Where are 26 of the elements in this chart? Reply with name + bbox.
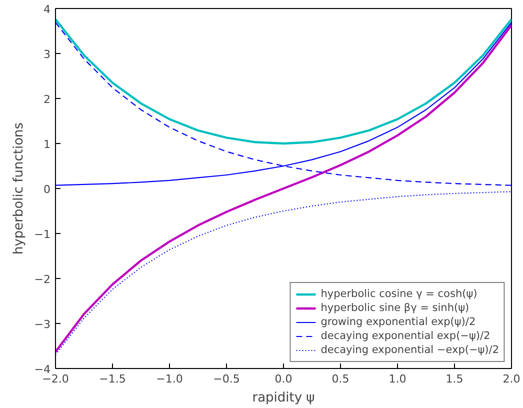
legend-label: hyperbolic cosine γ = cosh(ψ) [320,288,478,300]
y-tick-label: 4 [44,3,50,16]
y-tick-label: 3 [44,48,50,61]
y-tick-label: −2 [34,273,51,286]
line-series [56,18,512,145]
x-tick-label: 0.0 [274,372,292,386]
y-tick-label: −1 [34,228,51,241]
x-tick-label: 0.5 [332,372,350,386]
x-axis-title: rapidity ψ [252,390,315,406]
y-tick-label: 2 [44,93,50,106]
legend-label: growing exponential exp(ψ)/2 [320,316,476,328]
line-series [56,191,512,356]
y-tick-label: −3 [34,318,51,331]
legend-label: hyperbolic sine βγ = sinh(ψ) [320,302,470,314]
x-tick-label: −0.5 [213,372,240,386]
x-tick-label: −1.0 [156,372,183,386]
y-tick-label: 1 [44,138,50,151]
x-tick-label: 1.0 [388,372,406,386]
x-tick-label: 1.5 [446,372,464,386]
line-series [56,22,512,186]
y-tick-label: 0 [44,183,50,196]
legend-label: decaying exponential −exp(−ψ)/2 [320,344,499,356]
x-tick-label: −1.5 [99,372,126,386]
x-tick-label: 2.0 [502,372,520,386]
legend-label: decaying exponential exp(−ψ)/2 [320,330,490,342]
y-axis-title: hyperbolic functions [11,122,26,255]
